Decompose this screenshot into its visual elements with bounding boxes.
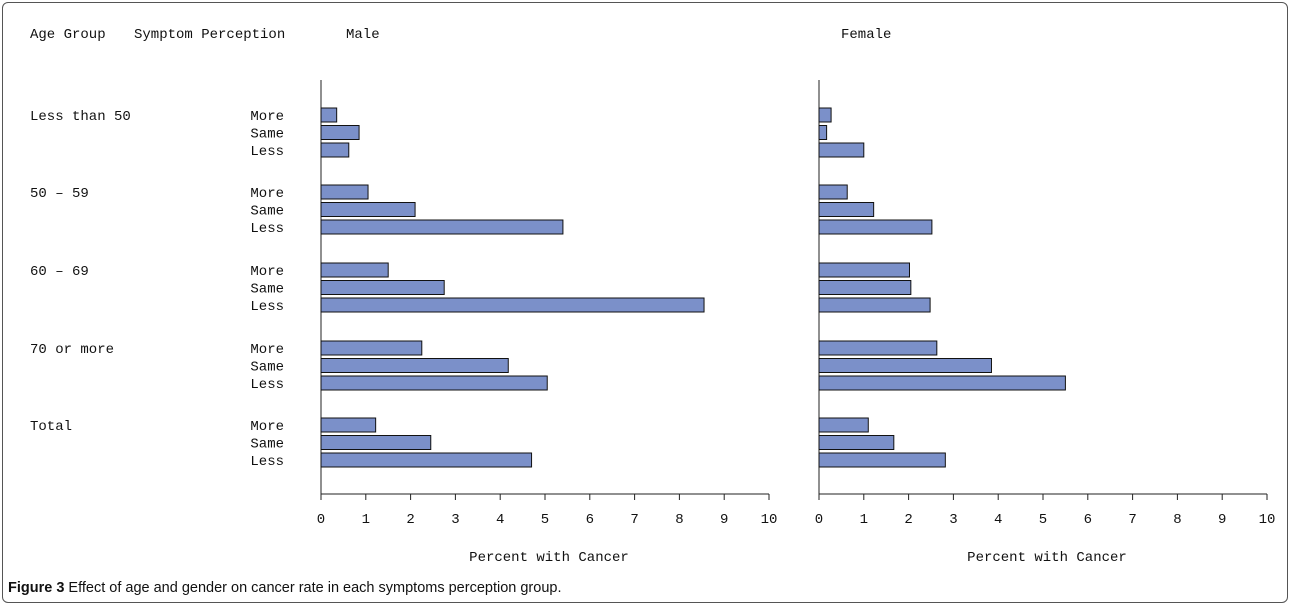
perception-label-60-69-same: Same bbox=[250, 282, 284, 298]
bar-male-total-less bbox=[320, 452, 533, 468]
x-tick-label-male-6: 6 bbox=[586, 512, 594, 528]
x-tick-label-male-10: 10 bbox=[761, 512, 778, 528]
x-tick-label-male-8: 8 bbox=[675, 512, 683, 528]
bar-male-60-69-same bbox=[320, 280, 445, 295]
x-tick-label-male-7: 7 bbox=[630, 512, 638, 528]
group-label-total: Total bbox=[30, 419, 72, 435]
x-tick-label-female-0: 0 bbox=[815, 512, 823, 528]
perception-label-total-same: Same bbox=[250, 437, 284, 453]
x-axis-label-female: Percent with Cancer bbox=[967, 550, 1127, 566]
bar-female-less-than-50-same bbox=[818, 125, 828, 140]
x-tick-label-female-4: 4 bbox=[994, 512, 1002, 528]
bar-female-less-than-50-more bbox=[818, 107, 832, 123]
caption-label: Figure 3 bbox=[8, 580, 65, 596]
group-label-70-or-more: 70 or more bbox=[30, 342, 114, 358]
header-symptom-perception: Symptom Perception bbox=[134, 27, 285, 43]
x-tick-label-male-9: 9 bbox=[720, 512, 728, 528]
figure-caption: Figure 3 Effect of age and gender on can… bbox=[8, 580, 561, 596]
bar-male-50-59-same bbox=[320, 202, 416, 217]
bar-female-70-or-more-less bbox=[818, 375, 1066, 391]
x-tick-label-female-3: 3 bbox=[949, 512, 957, 528]
bar-male-50-59-more bbox=[320, 184, 369, 200]
bar-chart: Age Group Symptom Perception Male Female… bbox=[30, 27, 1276, 566]
bar-male-total-same bbox=[320, 435, 432, 450]
x-tick-label-female-7: 7 bbox=[1128, 512, 1136, 528]
x-tick-label-female-2: 2 bbox=[904, 512, 912, 528]
panel-title-female: Female bbox=[841, 27, 891, 43]
panel-male: 0 1 2 3 4 5 6 7 8 9 10 Percent with Cancer bbox=[317, 80, 778, 566]
perception-label-less-than-50-same: Same bbox=[250, 127, 284, 143]
x-tick-label-male-1: 1 bbox=[362, 512, 370, 528]
perception-label-less-than-50-less: Less bbox=[250, 144, 284, 160]
perception-label-60-69-more: More bbox=[250, 264, 284, 280]
perception-label-70-or-more-same: Same bbox=[250, 360, 284, 376]
perception-label-50-59-same: Same bbox=[250, 204, 284, 220]
perception-label-50-59-more: More bbox=[250, 186, 284, 202]
perception-label-60-69-less: Less bbox=[250, 299, 284, 315]
perception-label-less-than-50-more: More bbox=[250, 109, 284, 125]
bar-female-50-59-more bbox=[818, 184, 848, 200]
x-tick-label-female-6: 6 bbox=[1084, 512, 1092, 528]
header-age-group: Age Group bbox=[30, 27, 106, 43]
group-label-less-than-50: Less than 50 bbox=[30, 109, 131, 125]
perception-label-70-or-more-less: Less bbox=[250, 377, 284, 393]
bar-female-60-69-same bbox=[818, 280, 912, 295]
x-tick-label-female-10: 10 bbox=[1259, 512, 1276, 528]
bar-male-less-than-50-less bbox=[320, 142, 350, 158]
bar-male-less-than-50-same bbox=[320, 125, 360, 140]
bar-female-70-or-more-same bbox=[818, 358, 992, 373]
x-tick-label-male-3: 3 bbox=[451, 512, 459, 528]
x-tick-label-male-5: 5 bbox=[541, 512, 549, 528]
panel-title-male: Male bbox=[346, 27, 380, 43]
x-tick-label-male-4: 4 bbox=[496, 512, 504, 528]
x-tick-label-female-5: 5 bbox=[1039, 512, 1047, 528]
x-tick-label-female-8: 8 bbox=[1173, 512, 1181, 528]
bar-male-70-or-more-same bbox=[320, 358, 509, 373]
x-tick-label-female-9: 9 bbox=[1218, 512, 1226, 528]
x-axis-label-male: Percent with Cancer bbox=[469, 550, 629, 566]
bar-female-total-less bbox=[818, 452, 946, 468]
perception-label-70-or-more-more: More bbox=[250, 342, 284, 358]
bar-female-60-69-more bbox=[818, 262, 910, 278]
x-tick-label-male-2: 2 bbox=[406, 512, 414, 528]
group-label-60-69: 60 – 69 bbox=[30, 264, 89, 280]
bar-female-70-or-more-more bbox=[818, 340, 938, 356]
panel-female: 0 1 2 3 4 5 6 7 8 9 10 Percent with Cancer bbox=[815, 80, 1276, 566]
bar-male-less-than-50-more bbox=[320, 107, 338, 123]
perception-label-total-more: More bbox=[250, 419, 284, 435]
bar-male-60-69-less bbox=[320, 297, 705, 313]
perception-label-total-less: Less bbox=[250, 454, 284, 470]
bar-female-less-than-50-less bbox=[818, 142, 865, 158]
bar-female-50-59-less bbox=[818, 219, 933, 235]
group-label-50-59: 50 – 59 bbox=[30, 186, 89, 202]
bar-female-60-69-less bbox=[818, 297, 931, 313]
caption-text: Effect of age and gender on cancer rate … bbox=[64, 580, 562, 596]
bar-male-60-69-more bbox=[320, 262, 389, 278]
bar-male-70-or-more-more bbox=[320, 340, 423, 356]
x-tick-label-male-0: 0 bbox=[317, 512, 325, 528]
bar-female-total-more bbox=[818, 417, 869, 433]
perception-label-50-59-less: Less bbox=[250, 221, 284, 237]
bar-female-total-same bbox=[818, 435, 895, 450]
x-tick-label-female-1: 1 bbox=[860, 512, 868, 528]
bar-male-total-more bbox=[320, 417, 377, 433]
bar-male-70-or-more-less bbox=[320, 375, 548, 391]
bar-male-50-59-less bbox=[320, 219, 564, 235]
bar-female-50-59-same bbox=[818, 202, 875, 217]
